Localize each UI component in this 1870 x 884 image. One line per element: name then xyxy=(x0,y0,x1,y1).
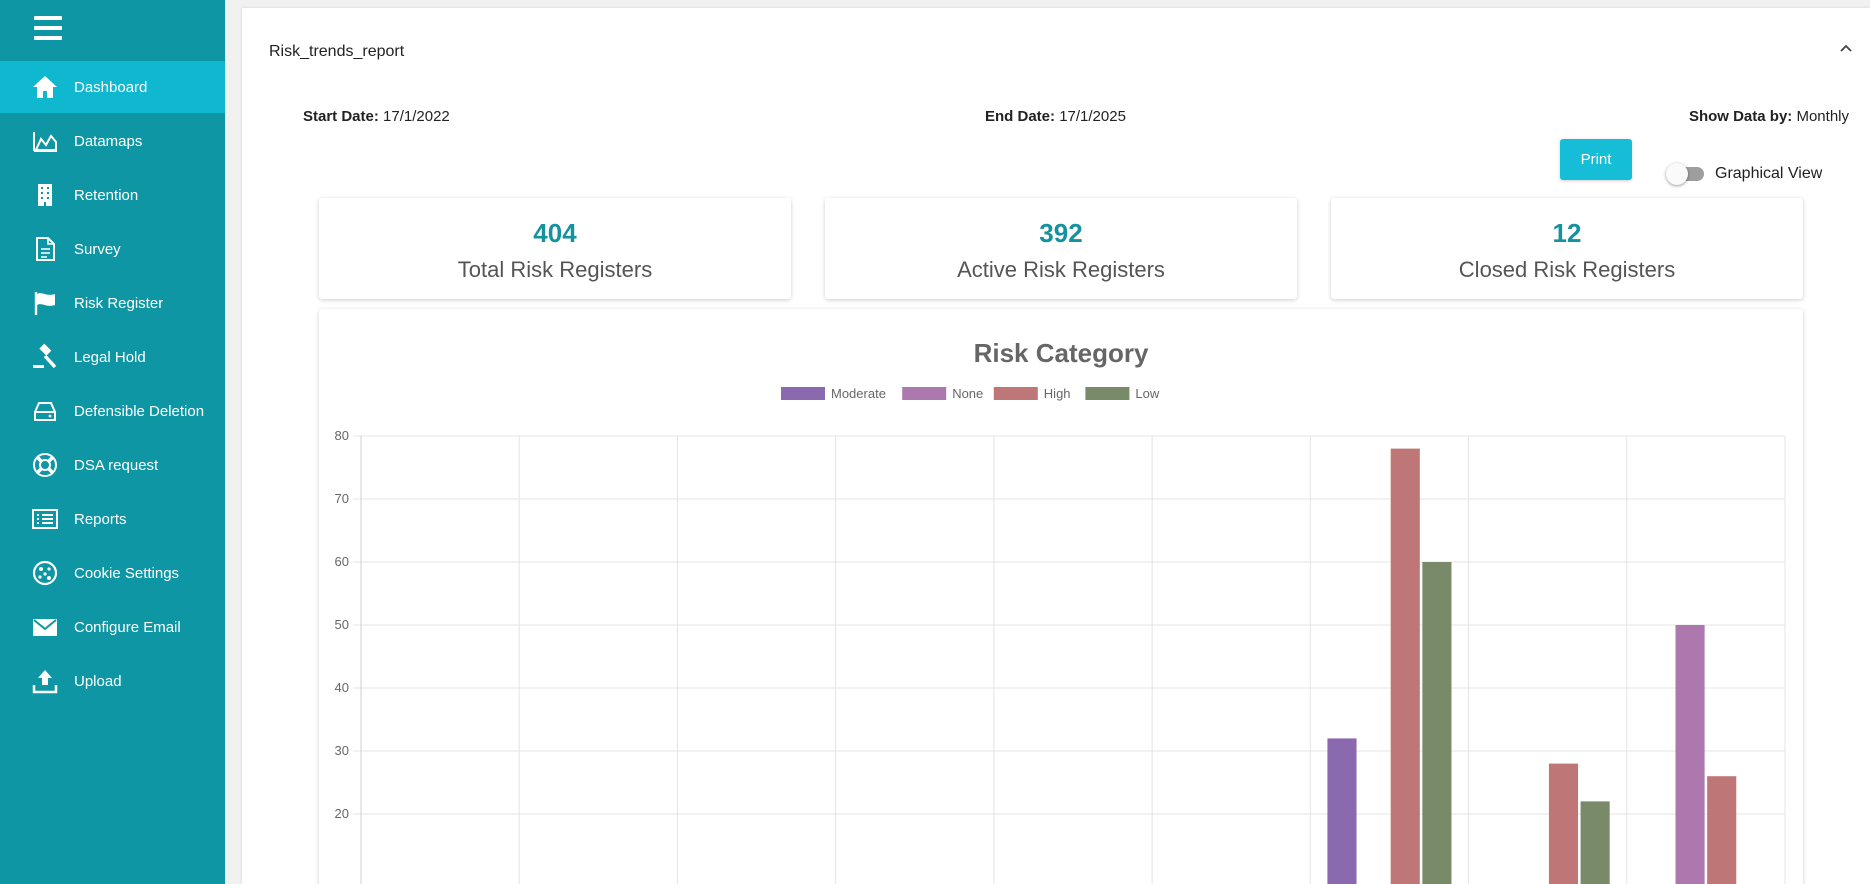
home-icon xyxy=(30,73,60,101)
sidebar-item-label: Reports xyxy=(74,510,127,528)
upload-icon xyxy=(30,667,60,695)
chart-title: Risk Category xyxy=(974,338,1149,368)
start-date-value: 17/1/2022 xyxy=(383,108,450,125)
bar-none xyxy=(1675,625,1705,884)
main-area: Risk_trends_report Start Date: 17/1/2022… xyxy=(225,0,1870,884)
list-icon xyxy=(30,505,60,533)
gavel-icon xyxy=(30,343,60,371)
bar-moderate xyxy=(1327,738,1357,884)
y-tick-label: 80 xyxy=(335,428,349,443)
bar-low xyxy=(1422,562,1452,884)
start-date: Start Date: 17/1/2022 xyxy=(303,108,450,125)
total-risk-label: Total Risk Registers xyxy=(457,257,653,282)
closed-risk-count: 12 xyxy=(1552,218,1582,248)
building-icon xyxy=(30,181,60,209)
legend-label-high: High xyxy=(1044,386,1071,401)
sidebar-item-label: Upload xyxy=(74,672,122,690)
bar-high xyxy=(1390,448,1420,884)
show-data-by-label: Show Data by: xyxy=(1688,108,1793,125)
sidebar-item-label: Risk Register xyxy=(74,294,164,312)
toggle-knob xyxy=(1666,163,1688,185)
total-risk-card: 404 Total Risk Registers xyxy=(319,198,791,299)
sidebar-item-label: Defensible Deletion xyxy=(74,402,205,420)
legend-label-moderate: Moderate xyxy=(831,386,886,401)
sidebar-item-label: Datamaps xyxy=(74,132,143,150)
sidebar-item-dsa-request[interactable]: DSA request xyxy=(0,439,225,491)
sidebar-item-label: Dashboard xyxy=(74,78,148,96)
risk-category-chart: Risk Category Moderate None High Low 20 30 40 50… xyxy=(335,338,1786,884)
report-panel: Risk_trends_report Start Date: 17/1/2022… xyxy=(242,8,1870,884)
sidebar-item-survey[interactable]: Survey xyxy=(0,223,225,275)
bar-low xyxy=(1580,801,1610,884)
sidebar-item-label: Survey xyxy=(74,240,121,258)
bar-high xyxy=(1707,776,1737,884)
start-date-label: Start Date: xyxy=(303,108,379,125)
y-tick-label: 50 xyxy=(335,617,349,632)
sidebar-item-label: Configure Email xyxy=(74,618,181,636)
sidebar-menu: Dashboard Datamaps Retention Survey Risk Reg… xyxy=(0,61,225,709)
legend-swatch-none xyxy=(902,387,947,400)
sidebar-item-defensible-deletion[interactable]: Defensible Deletion xyxy=(0,385,225,437)
y-tick-label: 40 xyxy=(335,680,349,695)
total-risk-count: 404 xyxy=(533,218,577,248)
sidebar-item-retention[interactable]: Retention xyxy=(0,169,225,221)
legend-swatch-high xyxy=(993,387,1038,400)
sidebar-item-label: Legal Hold xyxy=(74,348,146,366)
end-date-label: End Date: xyxy=(985,108,1056,125)
sidebar-item-risk-register[interactable]: Risk Register xyxy=(0,277,225,329)
y-tick-label: 20 xyxy=(335,806,349,821)
sidebar-item-legal-hold[interactable]: Legal Hold xyxy=(0,331,225,383)
y-tick-label: 70 xyxy=(335,491,349,506)
sidebar-item-dashboard[interactable]: Dashboard xyxy=(0,61,225,113)
show-data-by-value: Monthly xyxy=(1796,108,1849,125)
active-risk-count: 392 xyxy=(1039,218,1083,248)
y-tick-label: 60 xyxy=(335,554,349,569)
sidebar-item-datamaps[interactable]: Datamaps xyxy=(0,115,225,167)
legend-label-none: None xyxy=(952,386,983,401)
panel-title: Risk_trends_report xyxy=(269,43,405,60)
end-date: End Date: 17/1/2025 xyxy=(985,108,1126,125)
active-risk-label: Active Risk Registers xyxy=(957,257,1165,282)
sidebar-item-cookie-settings[interactable]: Cookie Settings xyxy=(0,547,225,599)
closed-risk-label: Closed Risk Registers xyxy=(1458,257,1676,282)
cookie-icon xyxy=(30,559,60,587)
legend-label-low: Low xyxy=(1135,386,1159,401)
lifebuoy-icon xyxy=(30,451,60,479)
legend-swatch-moderate xyxy=(781,387,825,400)
end-date-value: 17/1/2025 xyxy=(1059,108,1126,125)
sidebar-item-label: Cookie Settings xyxy=(74,564,180,582)
drive-icon xyxy=(30,397,60,425)
envelope-icon xyxy=(30,613,60,641)
hamburger-menu-icon[interactable] xyxy=(34,16,62,40)
risk-category-chart-card: Risk Category Moderate None High Low 20 30 40 50… xyxy=(319,309,1803,884)
graphical-view-label: Graphical View xyxy=(1715,165,1823,182)
show-data-by: Show Data by: Monthly xyxy=(1689,108,1849,125)
sidebar: Dashboard Datamaps Retention Survey Risk Reg… xyxy=(0,0,225,884)
flag-icon xyxy=(30,289,60,317)
document-icon xyxy=(30,235,60,263)
active-risk-card: 392 Active Risk Registers xyxy=(825,198,1297,299)
sidebar-item-reports[interactable]: Reports xyxy=(0,493,225,545)
area-chart-icon xyxy=(30,127,60,155)
sidebar-item-upload[interactable]: Upload xyxy=(0,655,225,707)
y-tick-label: 30 xyxy=(335,743,349,758)
print-button[interactable]: Print xyxy=(1560,139,1632,180)
sidebar-item-label: Retention xyxy=(74,186,139,204)
sidebar-item-label: DSA request xyxy=(74,456,159,474)
chevron-up-icon[interactable] xyxy=(1836,38,1856,58)
bar-high xyxy=(1548,763,1579,884)
sidebar-item-configure-email[interactable]: Configure Email xyxy=(0,601,225,653)
legend-swatch-low xyxy=(1085,387,1130,400)
graphical-view-toggle[interactable] xyxy=(1666,163,1706,185)
closed-risk-card: 12 Closed Risk Registers xyxy=(1331,198,1803,299)
